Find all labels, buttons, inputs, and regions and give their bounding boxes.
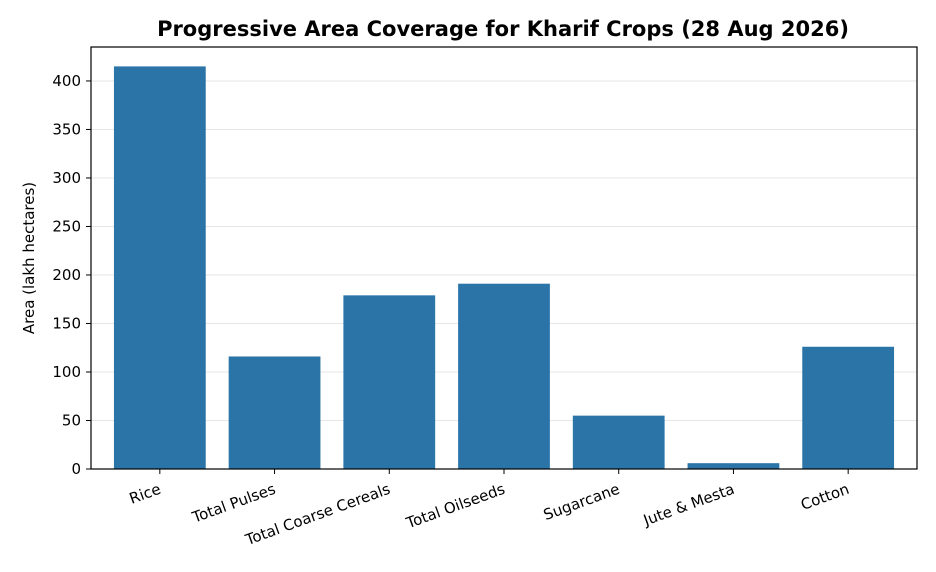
y-tick-label: 100	[52, 363, 81, 381]
y-tick-label: 350	[52, 120, 81, 138]
bar	[343, 295, 436, 469]
x-tick-label: Sugarcane	[541, 480, 622, 524]
chart-title: Progressive Area Coverage for Kharif Cro…	[157, 17, 849, 41]
y-tick-label: 400	[52, 72, 81, 90]
x-tick-label: Cotton	[798, 480, 851, 514]
y-axis-label: Area (lakh hectares)	[20, 182, 38, 334]
bar	[687, 463, 780, 469]
y-tick-label: 150	[52, 314, 81, 332]
bar	[113, 66, 206, 470]
x-tick-label: Total Pulses	[189, 480, 278, 527]
bar	[572, 415, 665, 469]
x-tick-label: Rice	[127, 480, 163, 508]
bars	[113, 66, 895, 470]
y-axis-ticks: 0 50 100 150 200 250 300 350 400	[52, 72, 91, 478]
y-tick-label: 50	[62, 411, 81, 429]
y-tick-label: 200	[52, 266, 81, 284]
y-tick-label: 250	[52, 217, 81, 235]
bar	[802, 346, 895, 469]
plot-frame	[90, 46, 918, 470]
bar	[228, 356, 321, 469]
x-tick-label: Total Oilseeds	[403, 480, 508, 533]
y-tick-label: 300	[52, 169, 81, 187]
bar	[458, 283, 550, 469]
x-tick-label: Jute & Mesta	[640, 480, 737, 530]
y-tick-label: 0	[71, 460, 81, 478]
